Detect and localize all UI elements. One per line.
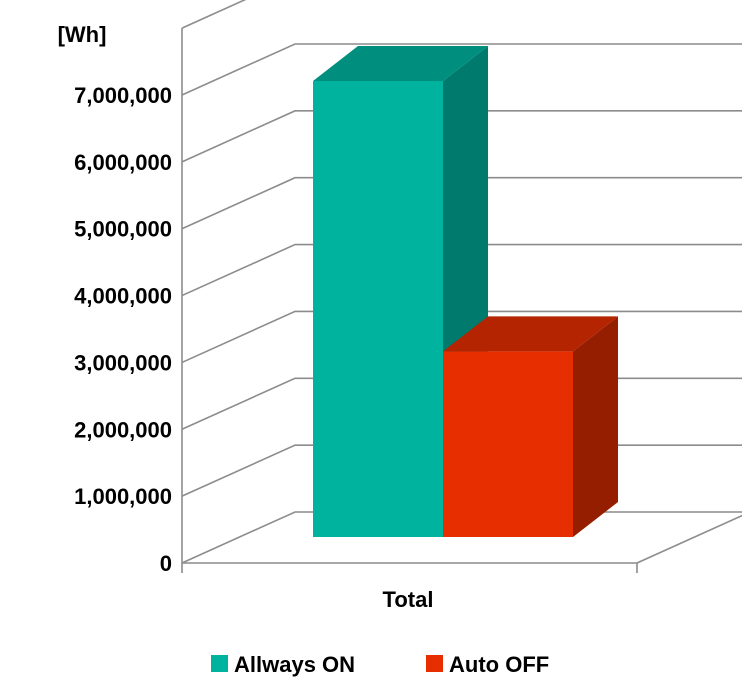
y-tick-label: 1,000,000 xyxy=(74,484,172,509)
bar-top-auto-off xyxy=(443,316,618,352)
y-tick-label: 2,000,000 xyxy=(74,417,172,442)
gridline xyxy=(181,444,742,497)
gridline xyxy=(181,511,742,564)
gridline xyxy=(181,310,742,364)
gridline xyxy=(181,110,742,163)
x-category-label: Total xyxy=(383,587,434,612)
bar-front-allways-on xyxy=(313,81,443,537)
bar-front-auto-off xyxy=(443,351,573,537)
y-tick-label: 5,000,000 xyxy=(74,217,172,242)
legend-label-auto-off: Auto OFF xyxy=(449,652,549,677)
y-unit-label: [Wh] xyxy=(58,22,107,47)
bars xyxy=(313,46,618,537)
y-tick-label: 7,000,000 xyxy=(74,83,172,108)
gridlines xyxy=(181,0,742,564)
legend-swatch-auto-off xyxy=(426,655,443,672)
gridline xyxy=(181,243,742,297)
y-tick-label: 4,000,000 xyxy=(74,284,172,309)
legend: Allways ON Auto OFF xyxy=(211,652,549,677)
gridline xyxy=(181,43,742,96)
axis-lines xyxy=(181,28,638,573)
y-tick-labels: 0 1,000,000 2,000,000 3,000,000 4,000,000 5,0… xyxy=(74,83,172,576)
bar-top-allways-on xyxy=(313,46,488,81)
y-tick-label: 0 xyxy=(160,551,172,576)
bar-side-auto-off xyxy=(573,316,618,537)
gridline-top xyxy=(181,0,247,29)
y-tick-label: 3,000,000 xyxy=(74,350,172,375)
legend-swatch-allways-on xyxy=(211,655,228,672)
floor-edge xyxy=(636,514,742,564)
y-tick-label: 6,000,000 xyxy=(74,150,172,175)
gridline xyxy=(181,377,742,431)
legend-label-allways-on: Allways ON xyxy=(234,652,355,677)
gridline xyxy=(181,176,742,230)
